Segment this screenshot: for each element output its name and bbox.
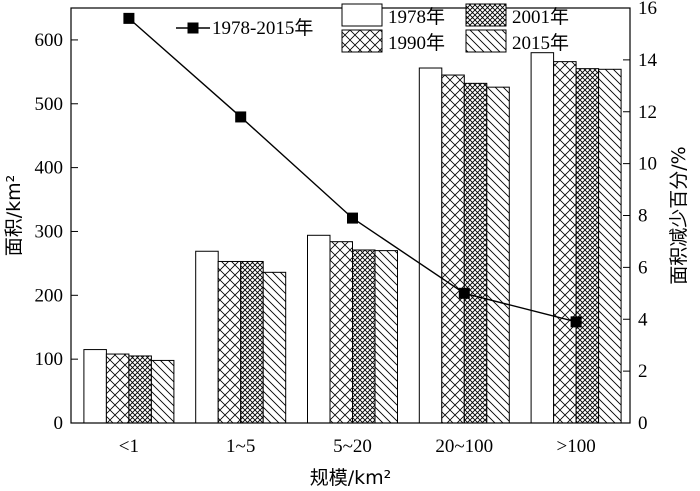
y2-tick-label-8: 16 bbox=[638, 0, 657, 19]
legend-swatch-0 bbox=[341, 3, 383, 27]
bar-1-0 bbox=[105, 353, 130, 424]
bar-2-3 bbox=[463, 82, 488, 424]
legend: 1978-2015年 1978年 1990年 2001年 2015年 bbox=[176, 3, 569, 54]
bar-0-1 bbox=[195, 250, 219, 424]
bar-0-4 bbox=[530, 52, 555, 424]
legend-label-2: 2001年 bbox=[512, 6, 569, 28]
bar-3-4 bbox=[598, 68, 622, 424]
y2-tick-label-7: 14 bbox=[638, 50, 658, 71]
legend-swatch-3 bbox=[465, 29, 507, 53]
bar-0-2 bbox=[307, 234, 331, 424]
bar-3-1 bbox=[262, 271, 287, 424]
line-marker-2 bbox=[347, 212, 358, 224]
bar-0-0 bbox=[83, 349, 107, 424]
y-tick-label-2: 200 bbox=[35, 285, 64, 306]
legend-line-marker bbox=[187, 22, 199, 34]
bar-2-0 bbox=[128, 355, 152, 424]
legend-label-line: 1978-2015年 bbox=[212, 17, 313, 39]
y-axis-title: 面积/km² bbox=[3, 175, 25, 257]
bar-3-3 bbox=[486, 86, 510, 424]
y-tick-label-1: 100 bbox=[35, 349, 64, 370]
y-tick-label-6: 600 bbox=[35, 30, 64, 51]
legend-label-3: 2015年 bbox=[512, 32, 569, 54]
bar-0-3 bbox=[418, 67, 443, 424]
y2-tick-label-4: 8 bbox=[638, 206, 648, 227]
bar-2-4 bbox=[575, 68, 600, 424]
bar-1-3 bbox=[441, 74, 465, 424]
bar-2-2 bbox=[352, 249, 376, 424]
y2-tick-label-0: 0 bbox=[638, 413, 648, 434]
x-tick-label-2: 5~20 bbox=[333, 436, 372, 457]
line-marker-0 bbox=[123, 12, 135, 24]
legend-swatch-2 bbox=[465, 3, 507, 27]
y-tick-label-4: 400 bbox=[35, 158, 64, 179]
y2-axis-title: 面积减少百分/% bbox=[668, 146, 690, 284]
y-tick-label-3: 300 bbox=[35, 221, 64, 242]
bar-1-1 bbox=[217, 260, 242, 424]
line-marker-3 bbox=[458, 287, 470, 299]
legend-swatch-1 bbox=[341, 29, 383, 53]
y2-tick-label-6: 12 bbox=[638, 102, 657, 123]
y2-tick-label-1: 2 bbox=[638, 361, 648, 382]
y2-tick-label-3: 6 bbox=[638, 257, 648, 278]
bar-3-2 bbox=[374, 250, 398, 424]
bar-1-4 bbox=[553, 61, 577, 424]
x-axis-title: 规模/km² bbox=[310, 467, 392, 489]
y-tick-label-5: 500 bbox=[35, 94, 64, 115]
y2-tick-label-2: 4 bbox=[638, 309, 648, 330]
line-marker-4 bbox=[570, 316, 582, 328]
x-tick-label-1: 1~5 bbox=[226, 436, 255, 457]
bar-2-1 bbox=[240, 260, 264, 424]
x-tick-label-0: <1 bbox=[119, 436, 139, 457]
y-tick-label-0: 0 bbox=[54, 413, 64, 434]
y2-tick-label-5: 10 bbox=[638, 154, 657, 175]
legend-label-0: 1978年 bbox=[388, 6, 445, 28]
x-tick-label-3: 20~100 bbox=[435, 436, 493, 457]
bar-3-0 bbox=[150, 359, 175, 424]
x-tick-label-4: >100 bbox=[556, 436, 595, 457]
line-marker-1 bbox=[235, 111, 247, 123]
legend-label-1: 1990年 bbox=[388, 32, 445, 54]
plot-area: 0 100 200 300 400 500 600 0 2 4 6 8 10 12 14 16 <1 1~5 5~2… bbox=[3, 0, 690, 489]
bar-1-2 bbox=[329, 241, 353, 424]
